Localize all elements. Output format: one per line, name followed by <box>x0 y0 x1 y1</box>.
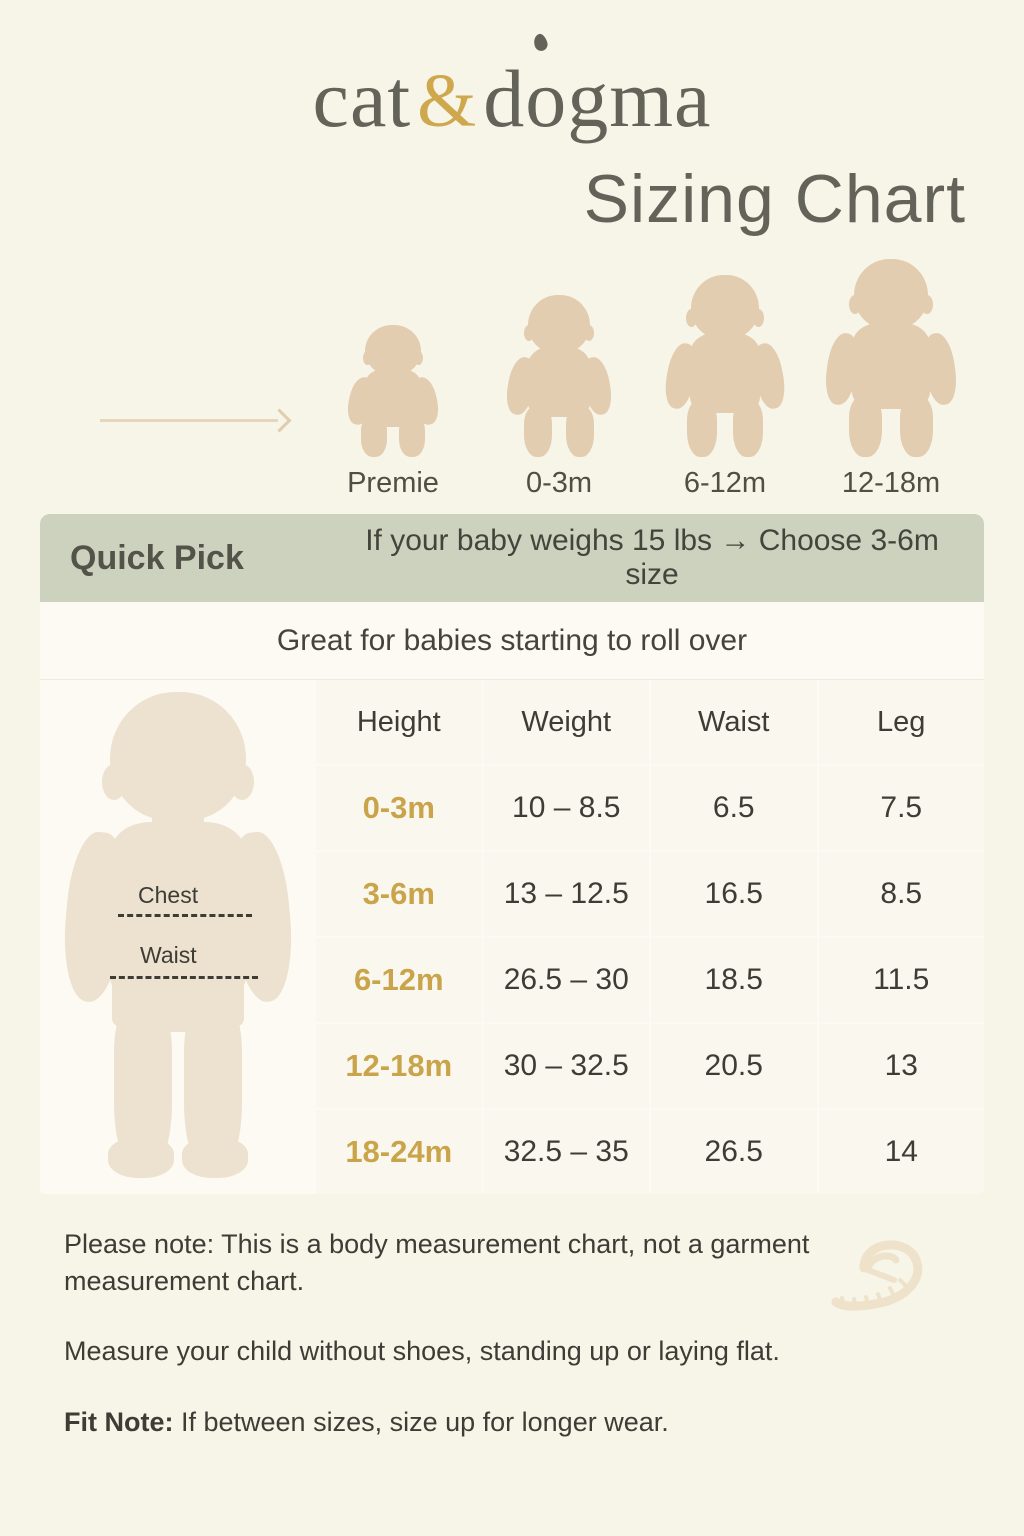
measurement-table: Chest Waist Height Weight Waist Leg 0-3m… <box>40 680 984 1194</box>
quick-pick-text: If your baby weighs 15 lbs → Choose 3-6m… <box>365 524 939 591</box>
brand-name-part2b: o <box>525 53 568 144</box>
figure-label: 12-18m <box>841 467 941 499</box>
table-row: 20.5 <box>651 1024 817 1108</box>
measuring-tape-icon <box>831 1240 923 1311</box>
baby-body-diagram-icon: Chest Waist <box>40 686 316 1180</box>
chest-label: Chest <box>138 882 199 908</box>
waist-measure-line <box>110 976 258 979</box>
table-row: 18.5 <box>651 938 817 1022</box>
brand-logo: cat&dogma <box>0 0 1024 140</box>
table-row: 14 <box>818 1110 984 1194</box>
table-row: 10 – 8.5 <box>483 766 649 850</box>
baby-silhouette-icon <box>500 295 618 457</box>
note-body-measurement: Please note: This is a body measurement … <box>64 1226 874 1299</box>
figure-label: Premie <box>347 467 439 499</box>
note3-label: Fit Note: <box>64 1407 174 1438</box>
table-row: 13 – 12.5 <box>483 852 649 936</box>
arrow-shaft <box>100 419 278 422</box>
table-row: 26.5 – 30 <box>483 938 649 1022</box>
diagram-head <box>110 692 246 820</box>
baby-silhouette-icon <box>341 325 445 457</box>
page-title: Sizing Chart <box>583 161 966 237</box>
baby-silhouette-icon <box>659 275 791 457</box>
table-row: 16.5 <box>651 852 817 936</box>
diagram-foot-right <box>182 1138 248 1178</box>
table-row: 32.5 – 35 <box>483 1110 649 1194</box>
table-row: 7.5 <box>818 766 984 850</box>
diagram-foot-left <box>108 1138 174 1178</box>
column-header-height: Height <box>316 680 482 764</box>
note3-text: If between sizes, size up for longer wea… <box>173 1407 669 1438</box>
figure-list: Premie 0-3m <box>318 259 966 500</box>
table-row: 6.5 <box>651 766 817 850</box>
figure-item-premie: Premie <box>318 325 468 500</box>
quick-pick-title: Quick Pick <box>70 538 244 577</box>
column-header-leg: Leg <box>818 680 984 764</box>
figure-label: 6-12m <box>683 467 767 499</box>
table-row: 3-6m <box>316 852 482 936</box>
table-row: 8.5 <box>818 852 984 936</box>
sizing-card: Quick Pick If your baby weighs 15 lbs → … <box>40 514 984 1194</box>
note1-label: Please note: <box>64 1229 215 1259</box>
table-row: 12-18m <box>316 1024 482 1108</box>
brand-name-part1: cat <box>312 53 412 144</box>
diagram-ear-right <box>230 764 254 800</box>
arrow-right-icon <box>100 408 292 433</box>
table-row: 30 – 32.5 <box>483 1024 649 1108</box>
waist-label: Waist <box>140 942 197 968</box>
figure-label: 0-3m <box>525 467 593 499</box>
table-row: 26.5 <box>651 1110 817 1194</box>
growth-progression: Premie 0-3m <box>0 259 1024 500</box>
note-fit: Fit Note: If between sizes, size up for … <box>64 1404 874 1441</box>
figure-item-6-12m: 6-12m <box>650 275 800 500</box>
footer-notes: Please note: This is a body measurement … <box>64 1226 960 1441</box>
column-header-waist: Waist <box>651 680 817 764</box>
figure-item-12-18m: 12-18m <box>816 259 966 500</box>
note-measure-instruction: Measure your child without shoes, standi… <box>64 1336 780 1367</box>
chest-measure-line <box>118 914 252 917</box>
figure-item-0-3m: 0-3m <box>484 295 634 500</box>
column-header-weight: Weight <box>483 680 649 764</box>
brand-ampersand: & <box>417 59 478 143</box>
table-row: 11.5 <box>818 938 984 1022</box>
diagram-torso <box>110 822 246 998</box>
baby-silhouette-icon <box>819 259 963 457</box>
quick-pick-banner: Quick Pick If your baby weighs 15 lbs → … <box>40 514 984 602</box>
brand-name-part2c: gma <box>567 53 712 144</box>
note1-text: This is a body measurement chart, not a … <box>64 1229 810 1296</box>
diagram-ear-left <box>102 764 126 800</box>
table-grid: Height Weight Waist Leg 0-3m 10 – 8.5 6.… <box>316 680 984 1194</box>
brand-name-part2a: d <box>483 53 526 144</box>
table-row: 18-24m <box>316 1110 482 1194</box>
table-row: 13 <box>818 1024 984 1108</box>
arrow-head <box>267 408 292 433</box>
quick-pick-subtitle: Great for babies starting to roll over <box>40 602 984 680</box>
body-diagram: Chest Waist <box>40 680 316 1194</box>
table-row: 0-3m <box>316 766 482 850</box>
table-row: 6-12m <box>316 938 482 1022</box>
